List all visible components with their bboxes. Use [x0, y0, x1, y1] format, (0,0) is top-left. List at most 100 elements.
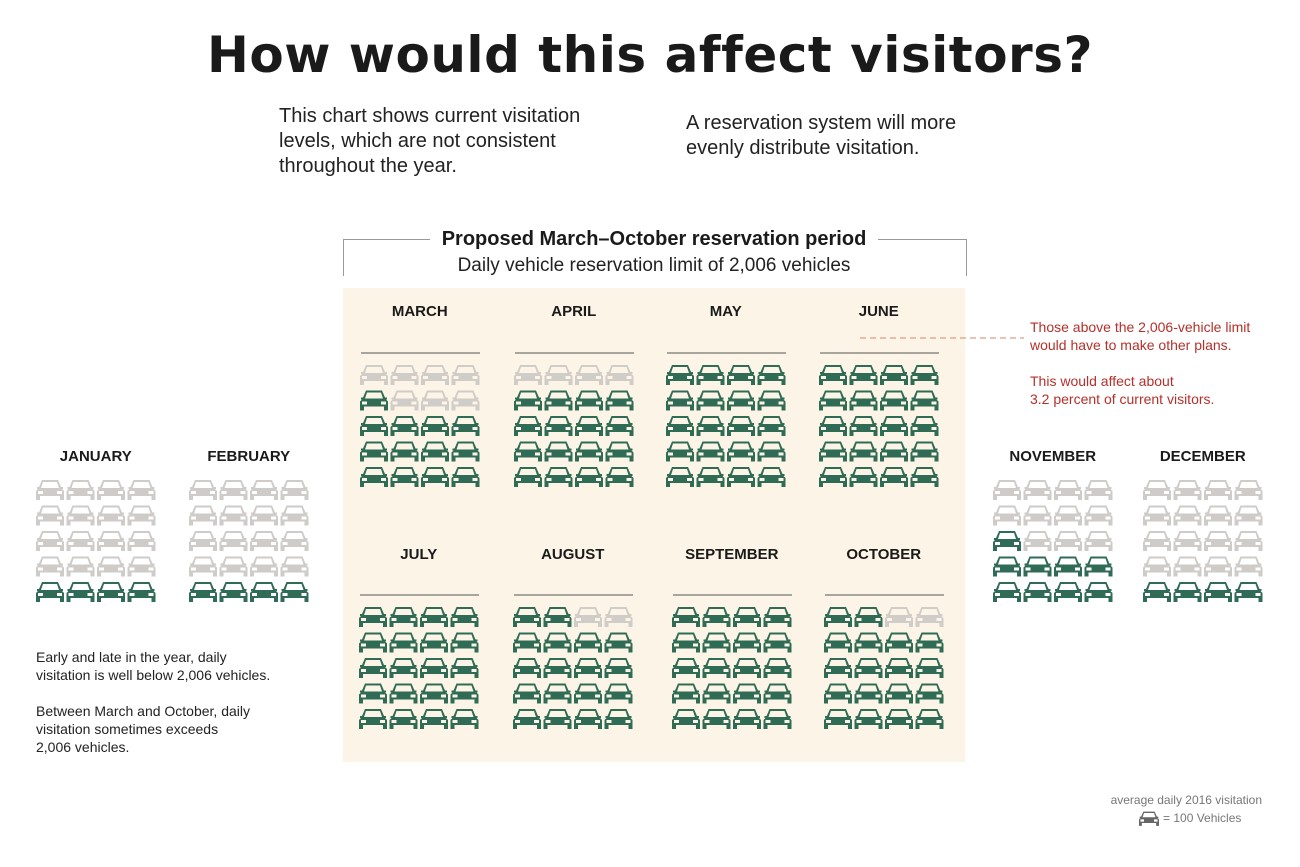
- vehicle-mark: [666, 441, 694, 462]
- vehicle-mark: [360, 441, 388, 462]
- vehicle-mark: [854, 683, 883, 704]
- vehicle-mark-unused: [127, 480, 156, 500]
- vehicle-mark: [451, 467, 480, 487]
- vehicle-mark: [543, 709, 572, 729]
- vehicle-mark: [733, 658, 761, 678]
- vehicle-mark: [885, 709, 913, 729]
- page-title: How would this affect visitors?: [207, 26, 1093, 84]
- month-label: FEBRUARY: [207, 448, 290, 465]
- vehicle-mark: [450, 632, 479, 653]
- vehicle-mark-partial: [514, 365, 542, 385]
- intro-right-line: evenly distribute visitation.: [686, 137, 920, 159]
- vehicle-mark: [757, 390, 786, 411]
- vehicle-mark: [672, 658, 700, 678]
- vehicle-mark-unused: [280, 505, 309, 526]
- vehicle-mark: [250, 582, 278, 602]
- vehicle-mark: [1084, 556, 1113, 577]
- vehicle-mark: [390, 441, 419, 462]
- vehicle-mark-unused: [390, 365, 419, 385]
- vehicle-mark: [389, 683, 418, 704]
- vehicle-mark-unused: [127, 556, 156, 577]
- vehicle-mark: [727, 467, 755, 487]
- vehicle-mark: [604, 632, 633, 653]
- vehicle-mark-unused: [993, 480, 1021, 500]
- vehicle-mark-unused: [280, 480, 309, 500]
- vehicle-mark-over-limit: [819, 329, 840, 349]
- vehicle-mark: [575, 416, 603, 436]
- vehicle-mark: [763, 658, 792, 678]
- vehicle-mark: [575, 441, 603, 462]
- vehicle-mark: [854, 709, 883, 729]
- vehicle-mark: [604, 683, 633, 704]
- vehicle-mark: [1143, 582, 1171, 602]
- month-label: JANUARY: [60, 448, 132, 465]
- vehicle-mark-unused: [219, 531, 248, 551]
- vehicle-mark: [389, 632, 418, 653]
- vehicle-mark: [915, 658, 944, 678]
- vehicle-mark: [574, 683, 602, 704]
- vehicle-mark: [280, 582, 309, 602]
- march-october-note: Between March and October, daily visitat…: [36, 702, 296, 756]
- vehicle-mark: [1234, 582, 1263, 602]
- vehicle-mark-unused: [97, 556, 125, 577]
- car-icon: [1139, 811, 1159, 826]
- legend-title: average daily 2016 visitation: [1110, 793, 1262, 807]
- vehicle-mark: [910, 441, 939, 462]
- vehicle-mark-unused: [219, 480, 248, 500]
- vehicle-mark: [189, 582, 217, 602]
- march-october-note-line: visitation sometimes exceeds: [36, 721, 219, 737]
- vehicle-mark: [757, 365, 786, 385]
- vehicle-mark-unused: [250, 480, 278, 500]
- vehicle-mark: [1023, 556, 1052, 577]
- affected-percent-note-line: This would affect about: [1030, 373, 1174, 389]
- vehicle-mark: [421, 467, 449, 487]
- vehicle-mark-unused: [1204, 556, 1232, 577]
- vehicle-mark: [727, 365, 755, 385]
- vehicle-mark-unused: [97, 505, 125, 526]
- vehicle-mark: [915, 632, 944, 653]
- vehicle-mark-unused: [250, 505, 278, 526]
- vehicle-mark-over-limit: [672, 571, 700, 591]
- vehicle-mark: [605, 390, 634, 411]
- vehicle-mark: [672, 683, 700, 704]
- vehicle-mark: [733, 632, 761, 653]
- vehicle-mark: [849, 365, 878, 385]
- vehicle-mark-unused: [1084, 480, 1113, 500]
- vehicle-mark: [666, 416, 694, 436]
- vehicle-mark: [543, 658, 572, 678]
- vehicle-mark: [420, 658, 448, 678]
- vehicle-mark-unused: [1023, 505, 1052, 526]
- vehicle-mark-unused: [1173, 556, 1202, 577]
- vehicle-mark: [420, 709, 448, 729]
- vehicle-mark: [544, 467, 573, 487]
- vehicle-mark-unused: [189, 505, 217, 526]
- vehicle-mark: [604, 658, 633, 678]
- vehicle-mark: [727, 416, 755, 436]
- vehicle-mark: [880, 416, 908, 436]
- vehicle-mark-unused: [97, 480, 125, 500]
- vehicle-mark: [819, 365, 847, 385]
- vehicle-mark: [885, 658, 913, 678]
- vehicle-mark-unused: [66, 531, 95, 551]
- vehicle-mark: [757, 467, 786, 487]
- vehicle-mark: [543, 607, 572, 627]
- vehicle-mark: [824, 709, 852, 729]
- vehicle-mark-partial: [1143, 556, 1171, 577]
- vehicle-mark: [514, 390, 542, 411]
- vehicle-mark: [824, 632, 852, 653]
- vehicle-mark: [849, 390, 878, 411]
- vehicle-mark-unused: [219, 505, 248, 526]
- vehicle-mark: [360, 467, 388, 487]
- vehicle-mark: [574, 632, 602, 653]
- vehicle-mark: [359, 658, 387, 678]
- vehicle-mark: [359, 607, 387, 627]
- month-label: OCTOBER: [846, 546, 921, 563]
- vehicle-mark: [360, 416, 388, 436]
- vehicle-mark-unused: [1204, 531, 1232, 551]
- vehicle-mark: [819, 416, 847, 436]
- vehicle-mark: [360, 390, 388, 411]
- vehicle-mark: [993, 531, 1021, 551]
- vehicle-mark: [575, 467, 603, 487]
- reservation-period-title: Proposed March–October reservation perio…: [343, 228, 965, 251]
